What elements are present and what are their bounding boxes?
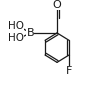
Text: B: B bbox=[27, 28, 34, 38]
Text: HO: HO bbox=[8, 21, 24, 31]
Text: HO: HO bbox=[8, 33, 24, 43]
Text: O: O bbox=[53, 0, 61, 10]
Text: F: F bbox=[66, 66, 73, 76]
